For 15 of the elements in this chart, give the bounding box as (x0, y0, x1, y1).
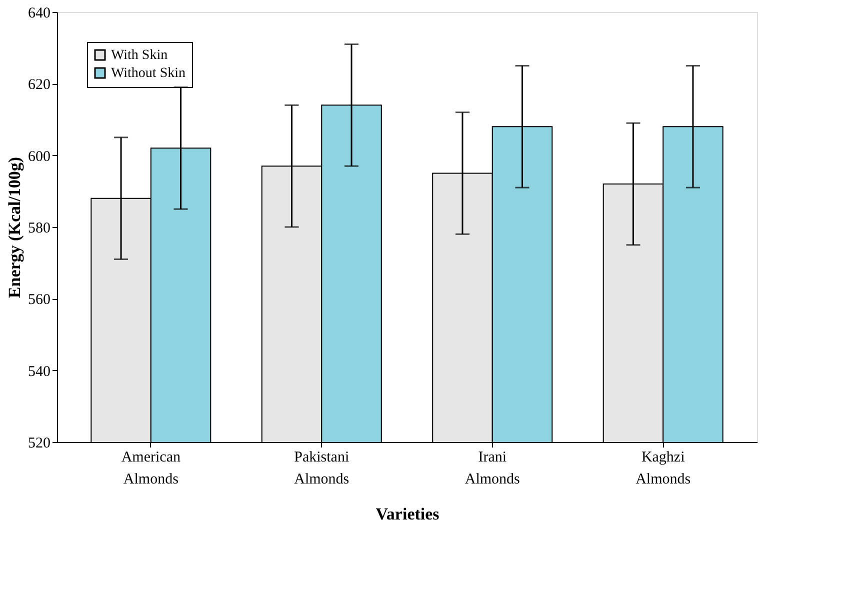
x-tick-label: American Almonds (121, 450, 181, 488)
y-tick-label: 580 (28, 220, 50, 236)
y-tick-label: 600 (28, 148, 50, 165)
y-tick-label: 540 (28, 364, 50, 380)
y-tick-label: 640 (28, 6, 50, 22)
x-tick-label: Kaghzi Almonds (636, 450, 691, 488)
y-tick-label: 560 (28, 292, 50, 308)
x-axis-title: Varieties (376, 504, 440, 524)
x-tick-label: Irani Almonds (464, 450, 520, 488)
legend-label: Without Skin (111, 66, 186, 81)
y-tick-label: 520 (28, 436, 50, 452)
legend-label: With Skin (111, 48, 168, 63)
y-tick-label: 620 (28, 77, 50, 94)
y-axis-title: Energy (Kcal/100g) (5, 156, 24, 298)
x-tick-label: Pakistani Almonds (294, 450, 350, 488)
